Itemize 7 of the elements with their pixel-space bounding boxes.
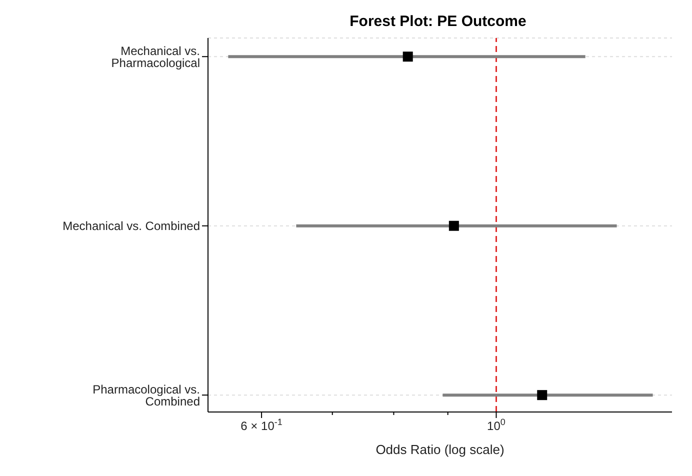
y-tick-label: Mechanical vs. Pharmacological [111,44,200,70]
chart-title: Forest Plot: PE Outcome [350,13,526,30]
x-tick-label: 6 × 10$^{-1}$ [240,417,282,433]
x-tick-label: 10$^{0}$ [487,417,506,433]
y-tick-label: Mechanical vs. Combined [62,219,200,234]
y-tick-label: Pharmacological vs. Combined [92,382,200,408]
x-axis-title: Odds Ratio (log scale) [376,442,504,457]
